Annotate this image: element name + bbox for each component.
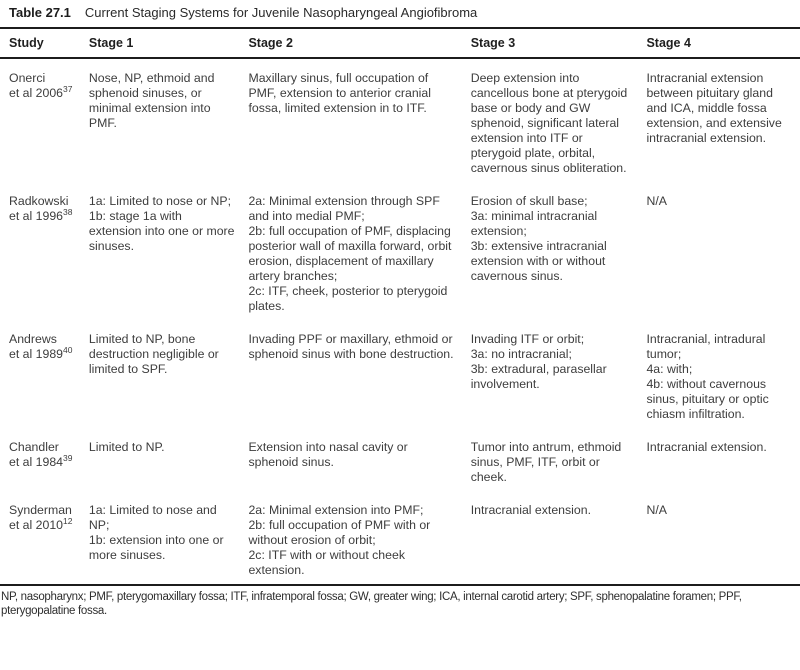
study-name: Radkowski (9, 194, 69, 208)
stage2-cell: 2a: Minimal extension through SPF and in… (248, 194, 452, 313)
reference-superscript: 37 (63, 83, 73, 94)
column-header-stage1: Stage 1 (88, 36, 134, 50)
stage1-cell: Limited to NP, bone destruction negligib… (88, 332, 219, 376)
stage4-cell: Intracranial, intradural tumor; 4a: with… (646, 332, 769, 421)
reference-superscript: 12 (63, 515, 73, 526)
stage3-cell: Invading ITF or orbit; 3a: no intracrani… (470, 332, 607, 391)
study-etal: et al 1984 (9, 455, 64, 469)
table-row: Chandler et al 198439 Limited to NP. Exte… (0, 428, 800, 491)
table-row: Andrews et al 198940 Limited to NP, bone … (0, 320, 800, 428)
reference-superscript: 38 (63, 206, 73, 217)
study-etal: et al 1989 (9, 347, 64, 361)
stage4-cell: N/A (646, 503, 667, 517)
study-cell: Onerci et al 200637 (0, 58, 89, 182)
header-row: Study Stage 1 Stage 2 Stage 3 Stage 4 (0, 28, 800, 58)
reference-superscript: 39 (63, 452, 73, 463)
stage3-cell: Deep extension into cancellous bone at p… (470, 71, 628, 175)
study-etal: et al 2006 (9, 86, 64, 100)
table-row: Onerci et al 200637 Nose, NP, ethmoid and… (0, 58, 800, 182)
stage1-cell: Nose, NP, ethmoid and sphenoid sinuses, … (88, 71, 215, 130)
study-cell: Andrews et al 198940 (0, 320, 89, 428)
study-etal: et al 1996 (9, 209, 64, 223)
stage4-cell: Intracranial extension. (646, 440, 767, 454)
stage4-cell: N/A (646, 194, 667, 208)
stage4-cell: Intracranial extension between pituitary… (646, 71, 782, 145)
column-header-stage2: Stage 2 (248, 36, 293, 50)
stage2-cell: Maxillary sinus, full occupation of PMF,… (248, 71, 431, 115)
table-row: Synderman et al 201012 1a: Limited to nos… (0, 491, 800, 585)
abbreviations-footnote: NP, nasopharynx; PMF, pterygomaxillary f… (1, 591, 742, 617)
table-title: Current Staging Systems for Juvenile Nas… (84, 5, 478, 20)
stage1-cell: Limited to NP. (88, 440, 165, 454)
column-header-study: Study (9, 36, 44, 50)
study-cell: Synderman et al 201012 (0, 491, 89, 585)
stage2-cell: Invading PPF or maxillary, ethmoid or sp… (248, 332, 454, 361)
stage3-cell: Tumor into antrum, ethmoid sinus, PMF, I… (470, 440, 622, 484)
stage3-cell: Erosion of skull base; 3a: minimal intra… (470, 194, 607, 283)
study-etal: et al 2010 (9, 518, 64, 532)
column-header-stage3: Stage 3 (470, 36, 516, 50)
study-cell: Radkowski et al 199638 (0, 182, 89, 320)
table-caption: Table 27.1 Current Staging Systems for Ju… (0, 0, 800, 27)
stage2-cell: Extension into nasal cavity or sphenoid … (248, 440, 408, 469)
study-name: Onerci (9, 71, 46, 85)
staging-table: Study Stage 1 Stage 2 Stage 3 Stage 4 On… (0, 27, 800, 586)
stage1-cell: 1a: Limited to nose or NP; 1b: stage 1a … (88, 194, 235, 253)
study-cell: Chandler et al 198439 (0, 428, 89, 491)
stage1-cell: 1a: Limited to nose and NP; 1b: extensio… (88, 503, 224, 562)
column-header-stage4: Stage 4 (646, 36, 691, 50)
stage3-cell: Intracranial extension. (470, 503, 591, 517)
table-row: Radkowski et al 199638 1a: Limited to nos… (0, 182, 800, 320)
table-number: Table 27.1 (9, 5, 71, 20)
study-name: Chandler (9, 440, 59, 454)
reference-superscript: 40 (63, 344, 73, 355)
study-name: Andrews (9, 332, 57, 346)
stage2-cell: 2a: Minimal extension into PMF; 2b: full… (248, 503, 431, 577)
study-name: Synderman (9, 503, 72, 517)
